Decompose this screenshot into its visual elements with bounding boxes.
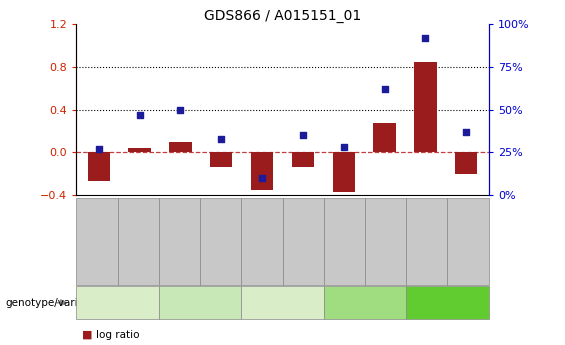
Point	[298, 132, 307, 138]
Bar	[128, 148, 151, 152]
Text: GSM21016: GSM21016	[93, 219, 101, 264]
Title: GDS866 / A015151_01: GDS866 / A015151_01	[204, 9, 361, 23]
Bar	[88, 152, 110, 181]
Bar	[169, 141, 192, 152]
Text: ■: ■	[82, 330, 93, 339]
Point	[380, 86, 389, 92]
Point	[176, 107, 185, 112]
Text: GSM21028: GSM21028	[340, 219, 349, 264]
Point	[135, 112, 144, 117]
Bar	[251, 152, 273, 190]
Point	[462, 129, 471, 135]
Point	[339, 144, 348, 150]
Text: GSM21018: GSM21018	[134, 219, 142, 264]
Bar	[292, 152, 314, 167]
Text: GSM21032: GSM21032	[423, 219, 431, 264]
Bar	[373, 124, 396, 152]
Text: apetala1: apetala1	[94, 298, 141, 308]
Point	[258, 175, 267, 181]
Text: GSM21020: GSM21020	[175, 219, 184, 264]
Text: pistillata: pistillata	[342, 298, 388, 308]
Text: GSM21024: GSM21024	[258, 219, 266, 264]
Point	[94, 146, 103, 151]
Point	[421, 35, 430, 41]
Bar	[210, 152, 232, 167]
Point	[217, 136, 226, 141]
Text: GSM21034: GSM21034	[464, 219, 472, 264]
Text: agamous: agamous	[424, 298, 471, 308]
Bar	[414, 61, 437, 152]
Text: genotype/variation: genotype/variation	[6, 298, 105, 308]
Text: GSM21030: GSM21030	[381, 219, 390, 264]
Text: GSM21022: GSM21022	[216, 219, 225, 264]
Text: GSM21026: GSM21026	[299, 219, 307, 264]
Text: apetala2: apetala2	[177, 298, 223, 308]
Bar	[455, 152, 477, 174]
Bar	[333, 152, 355, 192]
Text: apetala3: apetala3	[259, 298, 306, 308]
Text: log ratio: log ratio	[96, 330, 140, 339]
